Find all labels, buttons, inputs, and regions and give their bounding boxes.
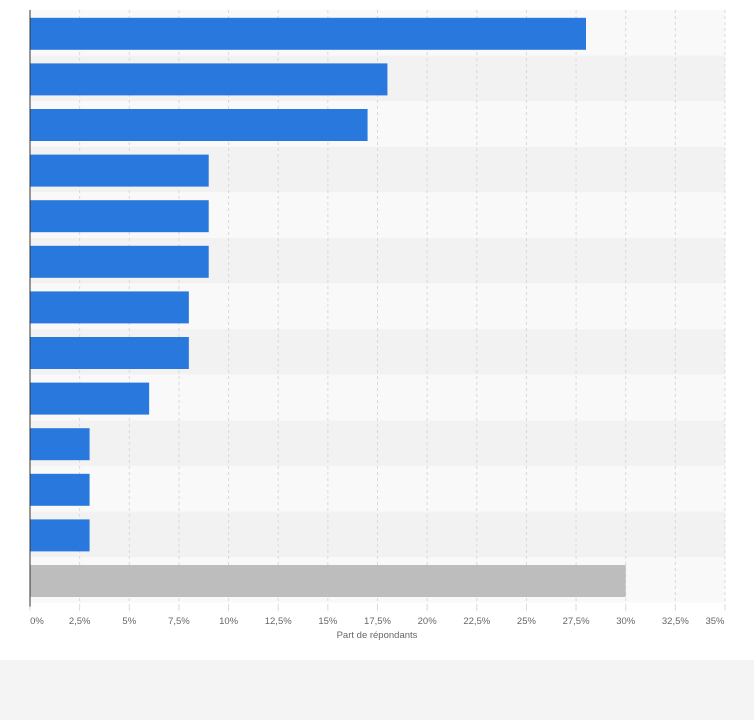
chart-container: 0% 2,5% 5% 7,5% 10% 12,5% 15% 17,5% 20% 22,5% 25% 2… [0, 0, 754, 660]
x-tick-label: 17,5% [364, 616, 391, 627]
footer-band [0, 660, 754, 720]
x-tick-label: 2,5% [69, 616, 91, 627]
x-tick-label: 22,5% [463, 616, 490, 627]
bar[interactable] [30, 245, 209, 278]
x-tick-label: 5% [122, 616, 136, 627]
x-tick-label: 25% [517, 616, 537, 627]
x-tick-label: 35% [705, 616, 725, 627]
bar[interactable] [30, 17, 586, 50]
x-tick-label: 7,5% [168, 616, 190, 627]
x-axis-title: Part de répondants [337, 630, 418, 641]
bar[interactable] [30, 519, 90, 552]
x-tick-label: 12,5% [265, 616, 292, 627]
x-tick-label: 10% [219, 616, 239, 627]
bar[interactable] [30, 428, 90, 461]
bar[interactable] [30, 291, 189, 324]
x-tick-labels: 0% 2,5% 5% 7,5% 10% 12,5% 15% 17,5% 20% 22,5% 25% 2… [29, 606, 726, 627]
bar[interactable] [30, 200, 209, 233]
bar[interactable] [30, 109, 368, 141]
x-tick-label: 15% [318, 616, 338, 627]
x-tick-label: 27,5% [563, 616, 590, 627]
bar[interactable] [30, 154, 209, 187]
bars [30, 17, 626, 597]
x-tick-label: 32,5% [662, 616, 689, 627]
bar[interactable] [30, 382, 150, 415]
x-tick-label: 0% [30, 616, 44, 627]
x-tick-label: 30% [616, 616, 636, 627]
bar[interactable] [30, 565, 626, 597]
bar[interactable] [30, 337, 189, 369]
bar[interactable] [30, 63, 388, 96]
bar[interactable] [30, 473, 90, 506]
x-tick-label: 20% [418, 616, 438, 627]
bar-chart: 0% 2,5% 5% 7,5% 10% 12,5% 15% 17,5% 20% 22,5% 25% 2… [29, 10, 726, 641]
